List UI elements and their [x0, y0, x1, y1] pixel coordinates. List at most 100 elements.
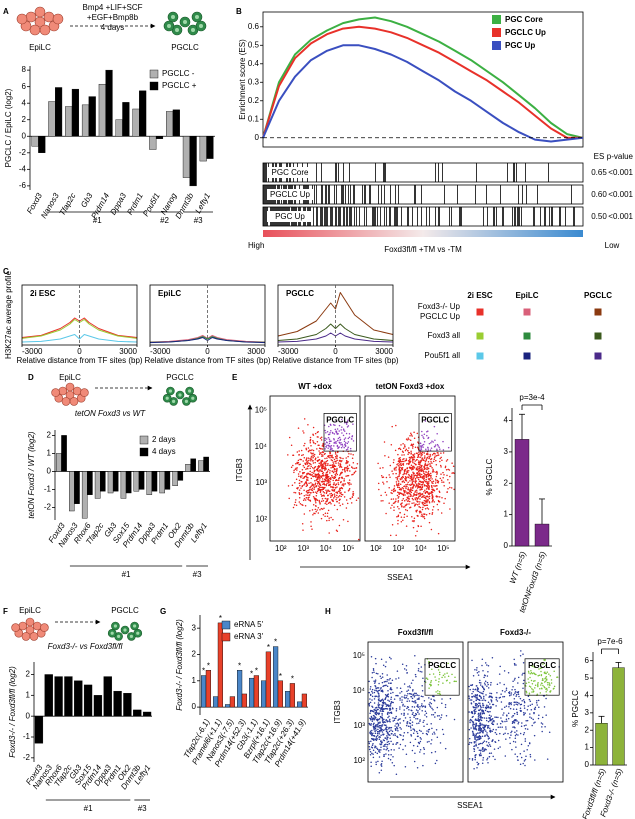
- flow-event: [408, 484, 411, 486]
- flow-event: [325, 468, 327, 470]
- bar: [164, 471, 171, 490]
- flow-event: [375, 662, 377, 665]
- flow-event: [529, 686, 532, 688]
- flow-event: [426, 434, 428, 437]
- flow-event: [318, 482, 321, 485]
- x-axis-label: Relative distance from TF sites (bp): [144, 356, 270, 365]
- flow-event: [432, 673, 435, 675]
- flow-event: [318, 501, 321, 503]
- flow-event: [515, 703, 517, 706]
- flow-event: [479, 716, 481, 719]
- flow-event: [428, 485, 430, 488]
- flow-event: [407, 476, 409, 478]
- flow-event: [327, 494, 329, 496]
- flow-event: [318, 474, 321, 477]
- flow-event: [514, 677, 516, 680]
- flow-event: [441, 702, 443, 704]
- flow-event: [313, 512, 315, 514]
- flow-event: [342, 485, 345, 487]
- flow-event: [315, 491, 317, 493]
- x-axis-label: Relative distance from TF sites (bp): [272, 356, 398, 365]
- flow-event: [380, 699, 383, 701]
- flow-event: [514, 731, 516, 733]
- flow-event: [545, 697, 547, 700]
- flow-event: [421, 685, 423, 687]
- flow-event: [479, 713, 481, 716]
- flow-event: [303, 513, 306, 515]
- flow-event: [545, 679, 548, 681]
- flow-event: [426, 678, 429, 681]
- flow-event: [345, 422, 348, 424]
- flow-event: [372, 734, 375, 737]
- flow-event: [417, 454, 420, 457]
- flow-event: [522, 672, 524, 675]
- legend-swatch: [523, 352, 531, 360]
- flow-event: [387, 699, 389, 701]
- flow-event: [431, 478, 433, 480]
- flow-event: [341, 443, 344, 446]
- flow-event: [425, 458, 428, 461]
- series-line: [149, 334, 266, 343]
- flow-event: [385, 749, 387, 751]
- flow-event: [291, 484, 294, 486]
- flow-event: [482, 704, 485, 707]
- flow-event: [485, 748, 487, 751]
- flow-event: [334, 428, 337, 431]
- x-tick-label: 0: [205, 347, 210, 356]
- flow-event: [535, 702, 538, 704]
- y-tick-label: 2: [22, 115, 27, 124]
- flow-event: [383, 708, 385, 710]
- flow-event: [329, 452, 331, 455]
- flow-event: [484, 699, 487, 702]
- flow-event: [477, 762, 480, 765]
- flow-event: [312, 452, 314, 454]
- label-bg: [267, 189, 313, 200]
- flow-event: [378, 731, 381, 733]
- flow-event: [339, 487, 341, 490]
- flow-event: [327, 489, 329, 492]
- flow-event: [424, 420, 427, 422]
- flow-event: [397, 491, 399, 494]
- flow-event: [331, 456, 333, 459]
- flow-event: [369, 723, 371, 726]
- flow-event: [482, 690, 485, 693]
- flow-event: [402, 703, 404, 706]
- flow-event: [410, 468, 413, 471]
- flow-event: [310, 458, 312, 461]
- flow-event: [379, 721, 381, 724]
- flow-event: [350, 438, 353, 440]
- epilc-cell: [69, 397, 79, 406]
- flow-event: [401, 478, 403, 480]
- x-tick-label: 10⁴: [320, 544, 333, 553]
- flow-event: [449, 682, 451, 684]
- flow-event: [473, 748, 476, 751]
- flow-event: [548, 686, 550, 689]
- flow-event: [428, 740, 430, 743]
- flow-event: [307, 472, 310, 475]
- flow-event: [315, 468, 318, 471]
- flow-event: [473, 750, 476, 752]
- bar: [297, 701, 303, 708]
- flow-event: [308, 499, 310, 501]
- flow-event: [394, 725, 396, 727]
- flow-event: [425, 453, 428, 455]
- bar: [172, 471, 178, 486]
- flow-event: [390, 700, 393, 703]
- flow-event: [381, 760, 383, 762]
- flow-event: [341, 487, 344, 490]
- flow-event: [411, 700, 414, 702]
- gate: [524, 658, 560, 696]
- flow-event: [523, 707, 526, 709]
- flow-event: [395, 708, 398, 710]
- flow-event: [293, 491, 295, 494]
- flow-event: [426, 481, 428, 483]
- flow-event: [335, 471, 338, 473]
- flow-event: [388, 487, 390, 489]
- flow-event: [416, 498, 419, 500]
- flow-event: [486, 757, 489, 759]
- flow-event: [298, 463, 300, 466]
- flow-event: [353, 472, 355, 474]
- flow-event: [410, 491, 413, 494]
- flow-event: [316, 441, 319, 443]
- flow-event: [324, 483, 326, 486]
